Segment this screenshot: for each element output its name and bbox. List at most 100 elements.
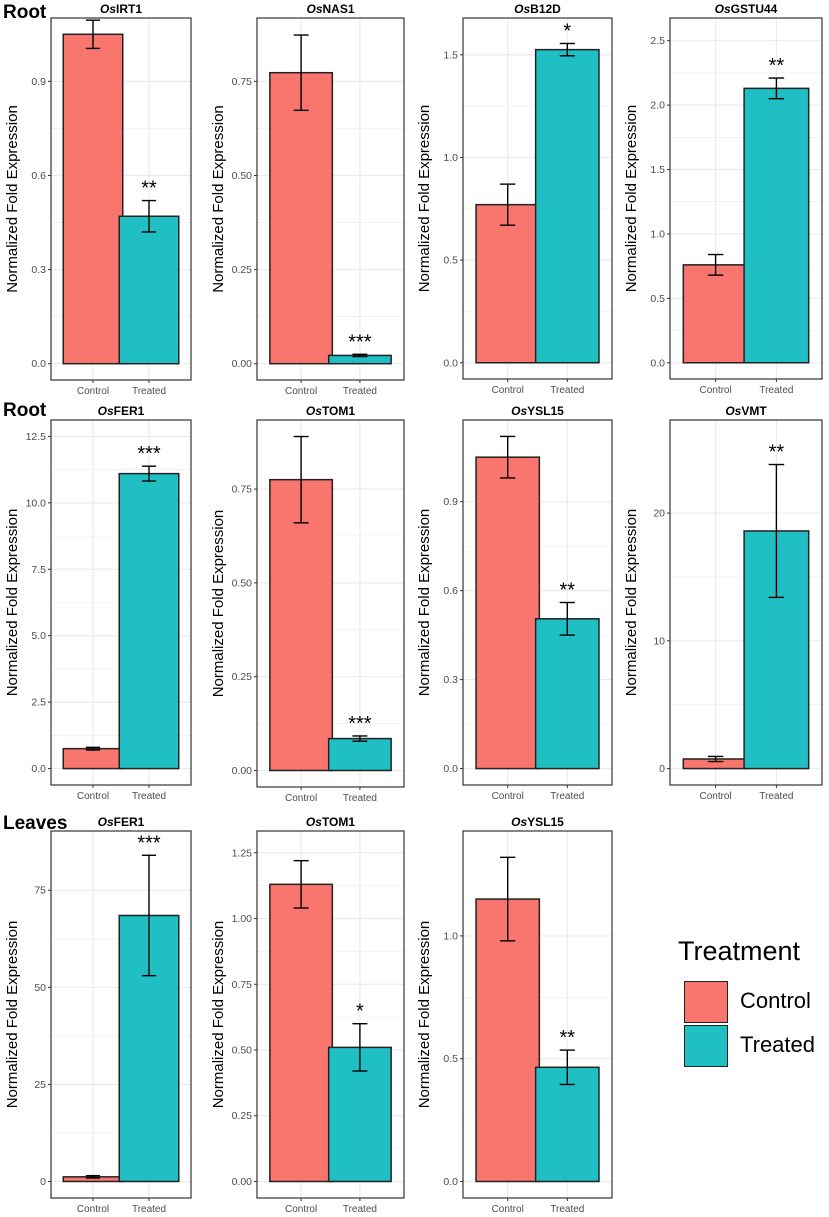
plot-border xyxy=(256,419,405,788)
y-tick-label: 2.0 xyxy=(650,100,665,112)
y-tick-label: 50 xyxy=(34,982,46,994)
bar-treated xyxy=(118,215,180,365)
x-tick-label: Treated xyxy=(759,791,793,802)
y-tick-label: 0.5 xyxy=(443,255,458,267)
section-label-root-1: Root xyxy=(3,2,47,23)
chart-panel-3: 0.0 0.5 1.0 1.5 2.0 2.5 Control ** Treated OsGSTU… xyxy=(623,2,823,396)
x-tick-label: Control xyxy=(492,1204,524,1215)
y-axis-label: Normalized Fold Expression xyxy=(623,105,640,293)
y-tick-label: 0.9 xyxy=(443,496,458,508)
y-tick-label: 1.00 xyxy=(232,913,253,925)
y-tick-label: 20 xyxy=(653,508,665,520)
y-tick-label: 1.5 xyxy=(443,49,458,61)
significance-label: ** xyxy=(560,580,576,602)
y-axis-label: Normalized Fold Expression xyxy=(4,509,21,697)
y-tick-label: 0.5 xyxy=(650,293,665,305)
x-tick-label: Treated xyxy=(550,1204,584,1215)
y-tick-label: 10 xyxy=(653,635,665,647)
plot-border xyxy=(50,830,192,1199)
legend-item-treated: Treated xyxy=(684,1025,829,1069)
x-tick-label: Treated xyxy=(343,793,377,804)
plot-border xyxy=(256,830,405,1199)
y-tick-label: 2.5 xyxy=(650,35,665,47)
chart-title: OsYSL15 xyxy=(511,815,564,829)
y-tick-label: 0.00 xyxy=(232,358,253,370)
y-axis-label: Normalized Fold Expression xyxy=(4,105,21,293)
x-tick-label: Control xyxy=(699,385,731,396)
y-tick-label: 0.3 xyxy=(31,264,46,276)
x-tick-label: Control xyxy=(285,386,317,397)
chart-panel-9: 0.00 0.25 0.50 0.75 1.00 1.25 Control * Treated O… xyxy=(210,815,405,1215)
significance-label: ** xyxy=(769,442,785,464)
y-tick-label: 2.5 xyxy=(31,697,46,709)
y-tick-label: 0.0 xyxy=(443,763,458,775)
y-tick-label: 0.3 xyxy=(443,674,458,686)
y-tick-label: 0.0 xyxy=(31,358,46,370)
x-tick-label: Treated xyxy=(132,1204,166,1215)
y-axis-label: Normalized Fold Expression xyxy=(210,105,227,293)
x-tick-label: Control xyxy=(77,1204,109,1215)
x-tick-label: Control xyxy=(285,1204,317,1215)
y-tick-label: 1.5 xyxy=(650,164,665,176)
x-tick-label: Treated xyxy=(132,386,166,397)
y-tick-label: 7.5 xyxy=(31,564,46,576)
y-axis-label: Normalized Fold Expression xyxy=(210,921,227,1109)
x-tick-label: Control xyxy=(699,791,731,802)
y-tick-label: 1.0 xyxy=(650,228,665,240)
x-tick-label: Control xyxy=(77,386,109,397)
x-tick-label: Control xyxy=(77,791,109,802)
y-axis-label: Normalized Fold Expression xyxy=(416,509,433,697)
significance-label: *** xyxy=(137,443,161,465)
chart-panel-1: 0.00 0.25 0.50 0.75 Control *** Treated OsNAS1 N… xyxy=(210,2,405,397)
y-axis-label: Normalized Fold Expression xyxy=(623,509,640,697)
bar-treated xyxy=(327,737,392,772)
bar-treated xyxy=(534,1066,600,1183)
legend: Treatment Control Treated xyxy=(678,936,829,1069)
plot-border xyxy=(256,17,405,381)
bar-control xyxy=(475,203,541,364)
y-tick-label: 10.0 xyxy=(26,497,47,509)
y-tick-label: 0 xyxy=(40,1176,46,1188)
chart-title: OsFER1 xyxy=(98,815,145,829)
chart-title: OsIRT1 xyxy=(100,2,142,16)
significance-label: *** xyxy=(348,713,372,735)
legend-swatch-control xyxy=(684,981,728,1023)
legend-item-control: Control xyxy=(684,981,829,1025)
legend-label-control: Control xyxy=(740,988,811,1013)
x-tick-label: Control xyxy=(285,793,317,804)
x-tick-label: Control xyxy=(492,791,524,802)
significance-label: * xyxy=(563,20,571,42)
y-axis-label: Normalized Fold Expression xyxy=(4,921,21,1109)
plot-border xyxy=(669,419,823,786)
chart-panel-5: 0.00 0.25 0.50 0.75 Control *** Treated OsTOM1 N… xyxy=(210,404,405,804)
y-tick-label: 0.25 xyxy=(232,1110,253,1122)
bar-control xyxy=(62,33,124,365)
y-tick-label: 0.25 xyxy=(232,671,253,683)
chart-title: OsGSTU44 xyxy=(715,2,778,16)
bar-control xyxy=(475,456,541,770)
x-tick-label: Treated xyxy=(550,791,584,802)
legend-swatch-treated xyxy=(684,1025,728,1067)
y-tick-label: 0.75 xyxy=(232,76,253,88)
plot-border xyxy=(462,830,613,1199)
y-tick-label: 12.5 xyxy=(26,431,47,443)
chart-panel-4: 0.0 2.5 5.0 7.5 10.0 12.5 Control *** Treated OsF… xyxy=(4,404,192,802)
y-tick-label: 0.75 xyxy=(232,484,253,496)
y-axis-label: Normalized Fold Expression xyxy=(416,105,433,293)
y-tick-label: 0.5 xyxy=(443,1053,458,1065)
plot-border xyxy=(462,17,613,380)
legend-label-treated: Treated xyxy=(740,1032,816,1057)
plot-border xyxy=(462,419,613,786)
bar-treated xyxy=(118,472,180,770)
y-tick-label: 1.25 xyxy=(232,847,253,859)
section-label-root-2: Root xyxy=(3,400,47,421)
significance-label: ** xyxy=(769,55,785,77)
x-tick-label: Treated xyxy=(550,385,584,396)
y-tick-label: 0.25 xyxy=(232,264,253,276)
x-tick-label: Treated xyxy=(759,385,793,396)
y-tick-label: 0.50 xyxy=(232,1045,253,1057)
chart-title: OsTOM1 xyxy=(306,815,355,829)
y-tick-label: 0.0 xyxy=(31,763,46,775)
